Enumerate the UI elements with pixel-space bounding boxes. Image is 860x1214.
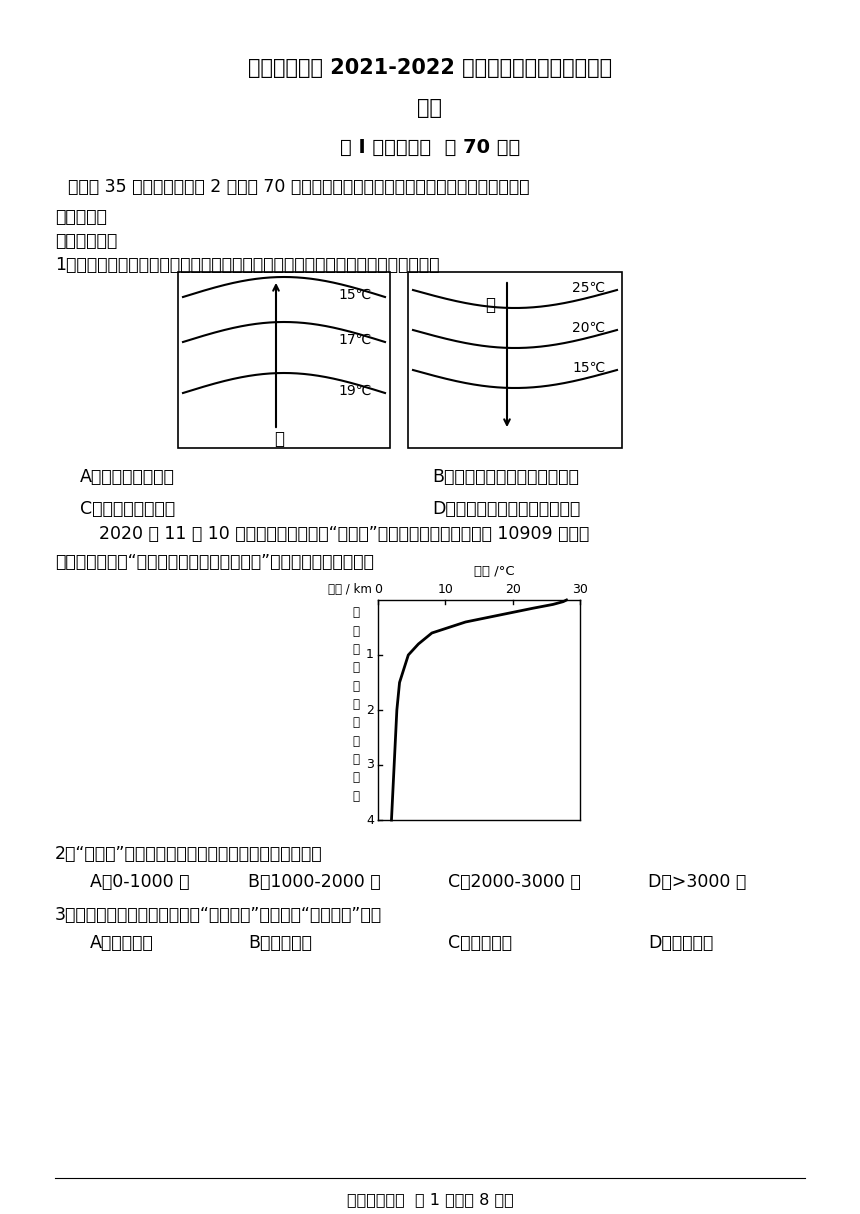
Text: B．1000-2000 米: B．1000-2000 米 [248, 873, 381, 891]
Text: 高一地理试题  第 1 页（共 8 页）: 高一地理试题 第 1 页（共 8 页） [347, 1192, 513, 1207]
Bar [178, 272, 390, 448]
Text: 3: 3 [366, 759, 374, 772]
Text: B．甲是自低纬流向高纬的暖流: B．甲是自低纬流向高纬的暖流 [432, 469, 579, 486]
Text: 1．下图为两处海域的表层海水等温线分布模式图，箭头甲、乙代表洋流。据图可知: 1．下图为两处海域的表层海水等温线分布模式图，箭头甲、乙代表洋流。据图可知 [55, 256, 439, 274]
Text: 1: 1 [366, 648, 374, 662]
Text: 2．“奋斗者”号下潜过程中，海水温度变化最大的深度是: 2．“奋斗者”号下潜过程中，海水温度变化最大的深度是 [55, 845, 322, 863]
Text: 第 I 卷（选择题  共 70 分）: 第 I 卷（选择题 共 70 分） [340, 138, 520, 157]
Text: 温度 /°C: 温度 /°C [474, 565, 514, 578]
Text: 0: 0 [374, 583, 382, 596]
Text: 4: 4 [366, 813, 374, 827]
Text: 目要求的。: 目要求的。 [55, 208, 107, 226]
Text: 3．潜水艇下潜过程中最怕遇到“海中断崖”，能产生“海中断崖”的是: 3．潜水艇下潜过程中最怕遇到“海中断崖”，能产生“海中断崖”的是 [55, 906, 382, 924]
Text: 15℃: 15℃ [572, 361, 605, 375]
Text: D．乙是自高纬流向低纬的寒流: D．乙是自高纬流向低纬的寒流 [432, 500, 580, 518]
Text: 15℃: 15℃ [338, 288, 372, 302]
Text: 10: 10 [438, 583, 453, 596]
Text: 线: 线 [353, 789, 359, 802]
Text: 新纪录，下图为“海水温度随深度变化曲线图”。据此完成下列小题。: 新纪录，下图为“海水温度随深度变化曲线图”。据此完成下列小题。 [55, 554, 374, 571]
Text: 化: 化 [353, 753, 359, 766]
Text: A．甲是南半球暖流: A．甲是南半球暖流 [80, 469, 175, 486]
Text: C．2000-3000 米: C．2000-3000 米 [448, 873, 580, 891]
Text: 度: 度 [353, 716, 359, 730]
Text: 本卷共 35 个小题，每小题 2 分，共 70 分。在每小题给出的四个选项中，只有一项是符合题: 本卷共 35 个小题，每小题 2 分，共 70 分。在每小题给出的四个选项中，只… [68, 178, 530, 195]
Text: 度: 度 [353, 662, 359, 674]
Text: 17℃: 17℃ [338, 333, 372, 347]
Text: 甲: 甲 [274, 430, 284, 448]
Text: 乙: 乙 [485, 296, 495, 314]
Text: 变: 变 [353, 734, 359, 748]
Text: 25℃: 25℃ [572, 280, 605, 295]
Text: 曲: 曲 [353, 771, 359, 784]
Text: D．>3000 米: D．>3000 米 [648, 873, 746, 891]
Text: A．0-1000 米: A．0-1000 米 [90, 873, 189, 891]
Text: 2: 2 [366, 703, 374, 716]
Text: 吉林江城中学 2021-2022 学年度高一上学期期中考试: 吉林江城中学 2021-2022 学年度高一上学期期中考试 [248, 58, 612, 78]
Text: 30: 30 [572, 583, 588, 596]
Bar [408, 272, 622, 448]
Text: C．乙是北半球寒流: C．乙是北半球寒流 [80, 500, 175, 518]
Text: 水: 水 [353, 625, 359, 637]
Text: 温: 温 [353, 643, 359, 656]
Text: 20℃: 20℃ [572, 320, 605, 335]
Text: 深: 深 [353, 698, 359, 711]
Text: A．海底地形: A．海底地形 [90, 934, 154, 952]
Text: 2020 年 11 月 10 日，中国载人潜水器“奋斗者”号在马里亚纳海沟创造了 10909 米深潜: 2020 年 11 月 10 日，中国载人潜水器“奋斗者”号在马里亚纳海沟创造了… [55, 524, 589, 543]
Text: B．海水密度: B．海水密度 [248, 934, 312, 952]
Text: 一．选择题：: 一．选择题： [55, 232, 117, 250]
Text: C．光照深度: C．光照深度 [448, 934, 512, 952]
Text: 19℃: 19℃ [338, 384, 372, 398]
Text: 随: 随 [353, 680, 359, 693]
Text: 海: 海 [353, 606, 359, 619]
Text: 20: 20 [505, 583, 520, 596]
Text: 深度 / km: 深度 / km [329, 583, 372, 596]
Text: D．海水速度: D．海水速度 [648, 934, 713, 952]
Text: 地理: 地理 [417, 98, 443, 118]
